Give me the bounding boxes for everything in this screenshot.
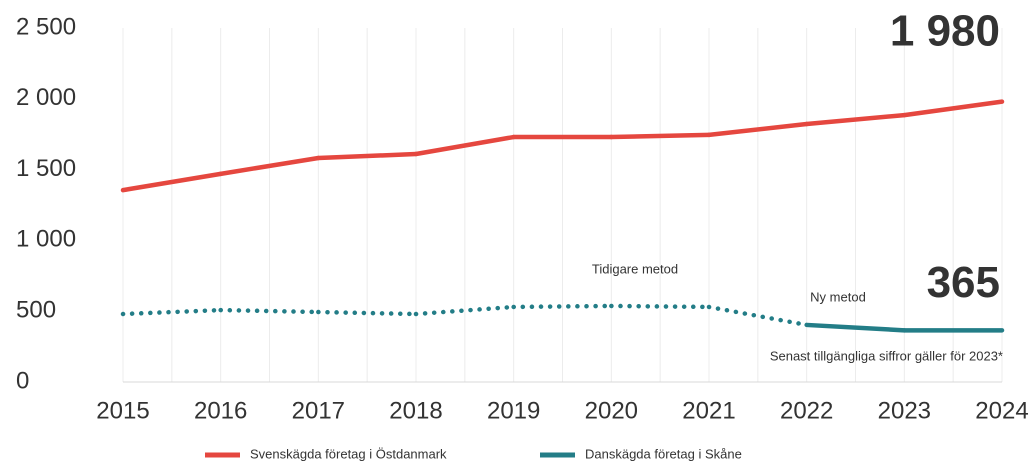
line-segment [804,112,907,127]
annotation: Senast tillgängliga siffror gäller för 2… [770,348,1003,363]
line-segment [218,155,321,177]
x-tick-label: 2022 [780,397,833,424]
x-tick-label: 2018 [389,397,442,424]
line-segment [316,309,419,317]
x-tick-label: 2020 [585,397,638,424]
y-tick-label: 2 500 [16,13,76,40]
line-segment [706,304,809,328]
annotation: Ny metod [810,289,866,304]
x-tick-label: 2021 [682,397,735,424]
y-tick-label: 500 [16,297,56,324]
line-segment [316,151,419,161]
y-tick-label: 1 000 [16,226,76,253]
line-segment [706,121,809,138]
line-segment [218,307,321,315]
x-tick-label: 2015 [96,397,149,424]
line-segment [609,132,712,140]
x-tick-label: 2019 [487,397,540,424]
line-segment [804,322,907,333]
y-tick-label: 1 500 [16,155,76,182]
line-segment [120,171,223,193]
x-tick-label: 2023 [878,397,931,424]
y-tick-label: 2 000 [16,84,76,111]
line-segment [511,303,614,310]
x-tick-label: 2016 [194,397,247,424]
legend-label: Danskägda företag i Skåne [585,446,742,461]
y-tick-label: 0 [16,367,29,394]
line-segment [413,134,516,157]
end-value-label: 1 980 [890,6,1000,55]
x-tick-label: 2017 [292,397,345,424]
line-segment [609,303,712,310]
line-segment [902,99,1005,118]
legend-label: Svenskägda företag i Östdanmark [250,446,447,461]
annotation: Tidigare metod [592,261,678,276]
x-tick-label: 2024 [975,397,1028,424]
line-segment [120,307,223,317]
line-segment [413,304,516,317]
end-value-label: 365 [927,258,1000,307]
